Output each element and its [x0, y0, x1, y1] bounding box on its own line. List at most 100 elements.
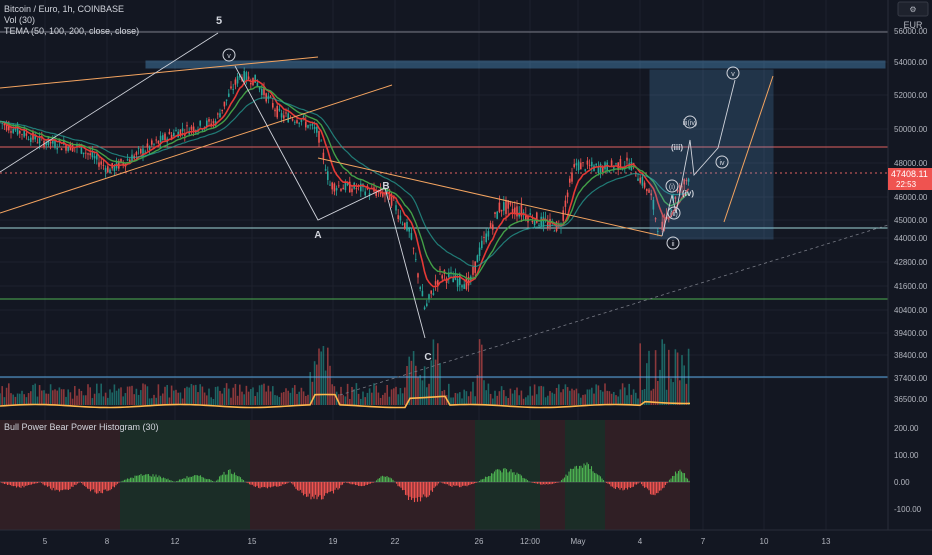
volume-bar: [588, 389, 591, 405]
candle-body: [465, 277, 468, 290]
candle-body: [395, 205, 397, 211]
candle-body: [305, 121, 307, 128]
settings-box[interactable]: [897, 1, 929, 17]
oscillator-axis[interactable]: 200.00 100.00 0.00 -100.00: [894, 424, 922, 514]
volume-bar: [560, 392, 562, 405]
volume-bar: [225, 383, 228, 405]
volume-bar: [628, 383, 630, 405]
candle-body: [89, 153, 91, 156]
volume-bar: [96, 383, 98, 405]
volume-bar: [122, 396, 124, 405]
volume-bar: [12, 394, 14, 405]
oscillator-legend[interactable]: Bull Power Bear Power Histogram (30): [4, 422, 159, 432]
candle-body: [626, 157, 628, 161]
candle-body: [122, 162, 124, 166]
volume-bar: [98, 393, 100, 405]
candle-body: [247, 76, 250, 80]
candle-body: [476, 255, 479, 263]
channel-lower-line[interactable]: [0, 84, 393, 214]
volume-bar: [344, 396, 347, 405]
candle-body: [452, 278, 454, 283]
volume-bar: [137, 394, 140, 405]
abc-correction-path[interactable]: [234, 65, 426, 339]
volume-bar: [126, 386, 129, 405]
drawings[interactable]: [0, 32, 889, 396]
candle-body: [329, 184, 331, 186]
volume-bar: [441, 391, 443, 405]
wave-c-label: C: [424, 352, 431, 363]
candle-body: [375, 191, 377, 196]
volume-bar: [1, 386, 3, 405]
candle-body: [287, 113, 289, 123]
candle-body: [258, 86, 261, 90]
candle-body: [448, 272, 450, 278]
volume-bar: [320, 351, 322, 405]
resistance-zone[interactable]: [145, 60, 886, 69]
volume-bar: [157, 384, 160, 405]
volume-bar: [461, 398, 463, 405]
wave-5-label: 5: [216, 15, 222, 27]
candle-body: [14, 128, 17, 131]
volume-bar: [186, 386, 188, 405]
candle-body: [606, 162, 608, 172]
time-axis[interactable]: 5 8 12 15 19 22 26 12:00 May 4 7 10 13: [43, 537, 831, 546]
symbol-title[interactable]: Bitcoin / Euro, 1h, COINBASE: [4, 4, 124, 14]
volume-bar: [637, 398, 639, 405]
candle-body: [302, 116, 305, 118]
candle-body: [60, 148, 63, 151]
volume-bar: [355, 383, 358, 405]
candle-body: [520, 205, 523, 217]
volume-bar: [430, 360, 432, 405]
volume-bar: [450, 397, 452, 405]
downtrend-line[interactable]: [317, 157, 663, 237]
volume-bar: [599, 390, 602, 405]
candle-body: [199, 120, 201, 126]
volume-pane: [0, 339, 691, 409]
target-trend-line[interactable]: [723, 75, 774, 223]
volume-bar: [254, 396, 256, 405]
target-box[interactable]: [649, 69, 774, 240]
volume-bar: [199, 384, 201, 405]
volume-bar: [327, 347, 329, 405]
volume-legend[interactable]: Vol (30): [4, 15, 35, 25]
price-badge-value: 47408.11: [891, 169, 928, 179]
candle-body: [102, 164, 105, 166]
channel-upper-line[interactable]: [0, 56, 319, 89]
impulse-projection-path[interactable]: [661, 79, 736, 237]
volume-bar: [179, 392, 182, 405]
price-tick-label: 52000.00: [894, 91, 928, 100]
volume-bar: [230, 397, 232, 405]
candle-body: [93, 156, 96, 159]
volume-bar: [485, 390, 487, 405]
candle-body: [657, 231, 659, 232]
candle-body: [434, 281, 437, 285]
price-tick-label: 54000.00: [894, 58, 928, 67]
volume-bar: [478, 339, 481, 405]
candle-body: [324, 169, 327, 171]
volume-bar: [3, 397, 6, 405]
candle-body: [536, 212, 538, 223]
volume-bar: [239, 384, 241, 405]
candle-body: [463, 284, 465, 289]
upper-trendline[interactable]: [0, 32, 219, 173]
price-axis[interactable]: 56000.00 54000.00 52000.00 50000.00 48000.00…: [894, 27, 928, 404]
volume-bar: [168, 397, 171, 405]
volume-bar: [415, 365, 417, 405]
volume-bar: [685, 383, 688, 405]
volume-bar: [595, 384, 597, 405]
candle-body: [212, 121, 215, 124]
candle-body: [514, 207, 516, 214]
gear-icon[interactable]: ⚙: [909, 5, 916, 14]
volume-bar: [553, 393, 556, 405]
volume-bar: [82, 395, 85, 405]
candle-body: [36, 142, 39, 144]
volume-bar: [514, 390, 516, 405]
tema-legend[interactable]: TEMA (50, 100, 200, close, close): [4, 26, 139, 36]
wave-ii-paren-label: (ii): [670, 211, 678, 218]
volume-bar: [298, 391, 300, 405]
candle-body: [65, 145, 67, 151]
volume-bar: [236, 395, 239, 405]
candle-body: [588, 164, 591, 166]
